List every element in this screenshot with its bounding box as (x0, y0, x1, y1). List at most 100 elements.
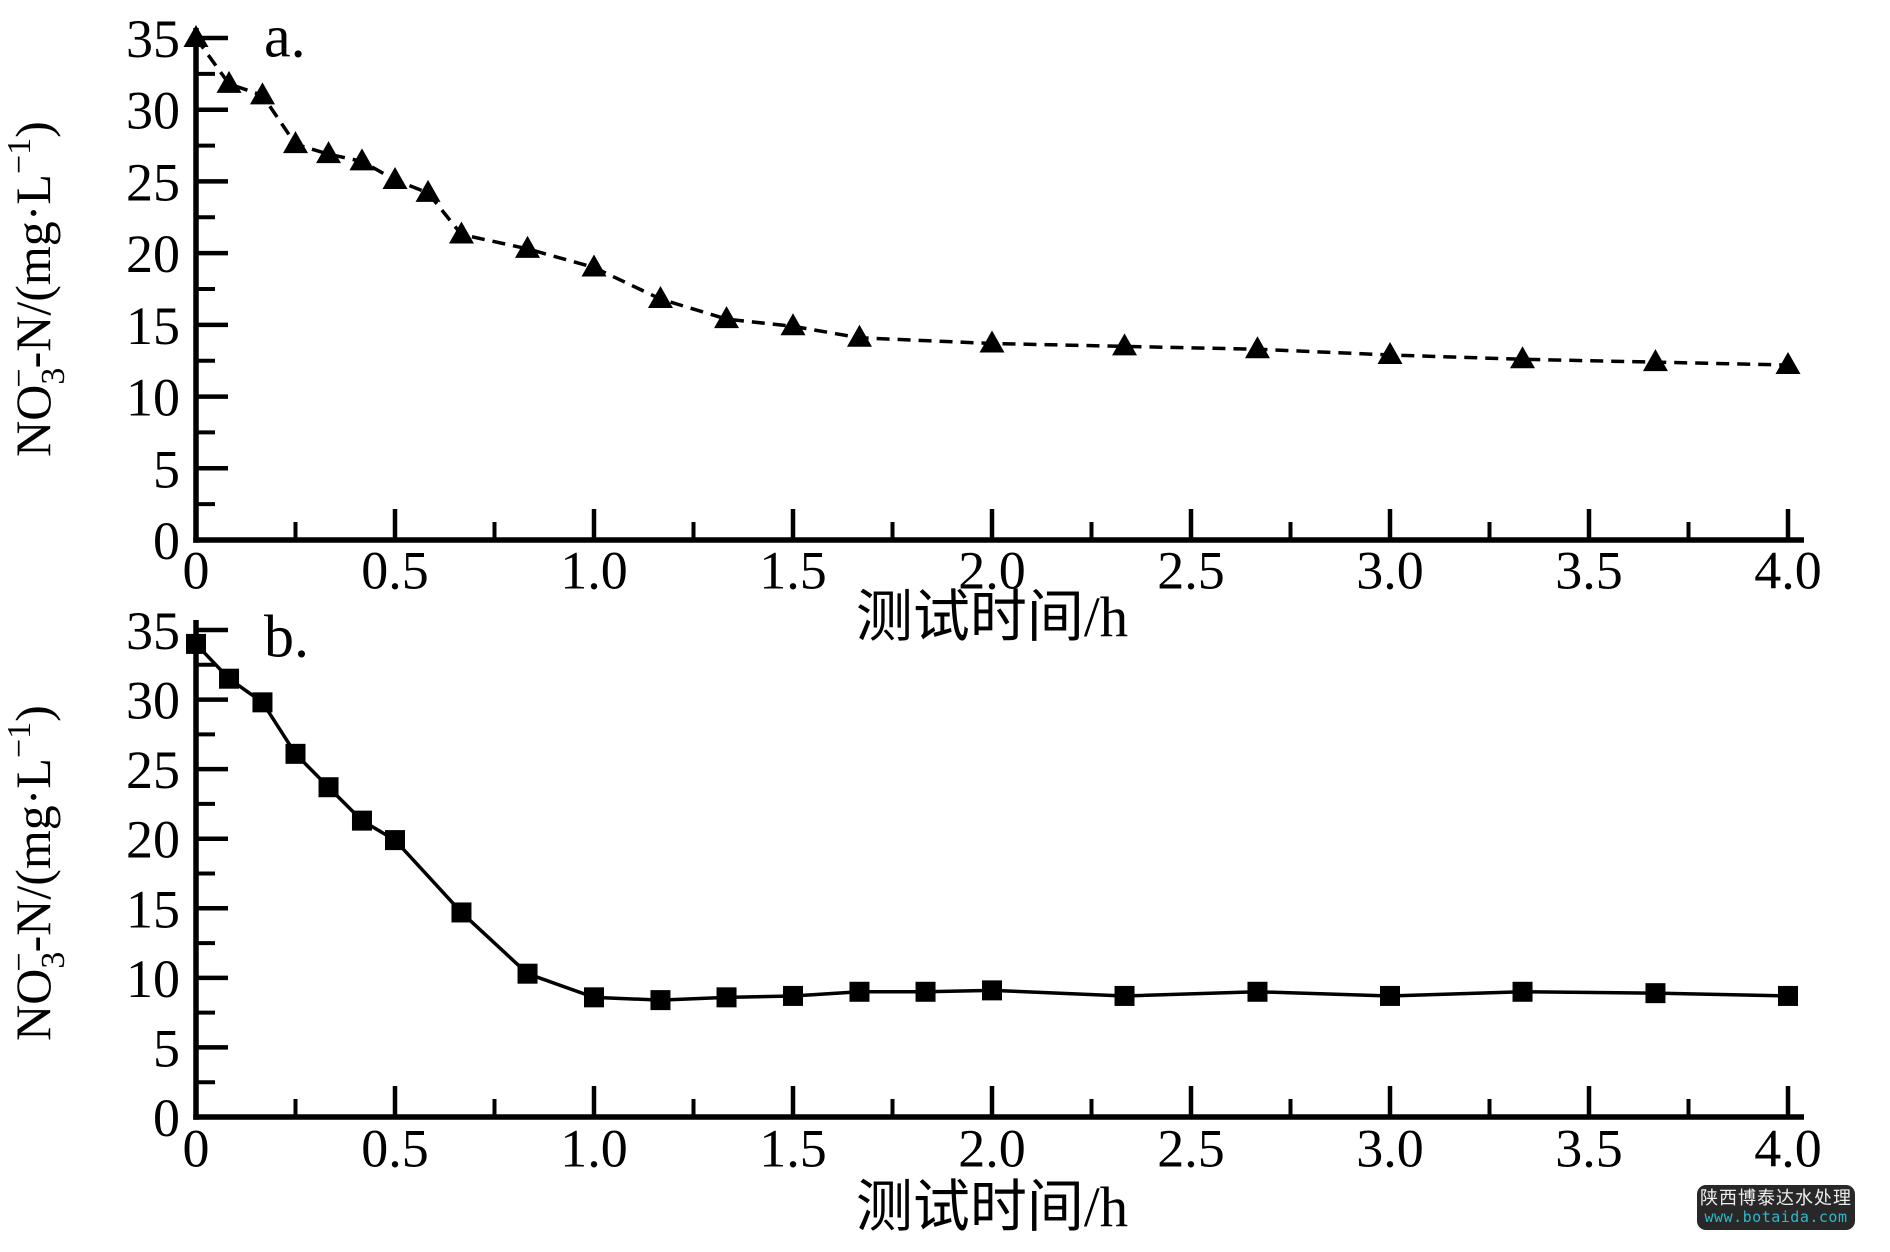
panel-label-a: a. (264, 3, 306, 69)
data-point-marker (982, 980, 1002, 1001)
y-tick-label: 5 (153, 1018, 180, 1078)
data-point-marker (1380, 985, 1400, 1006)
chart-a-markers (183, 25, 1801, 375)
y-tick-label: 15 (126, 296, 180, 356)
data-point-marker (1778, 985, 1798, 1006)
chart-b-x-axis-title: 测试时间/h (856, 1176, 1128, 1239)
data-point-marker (349, 148, 375, 171)
chart-a-x-axis-title: 测试时间/h (856, 586, 1128, 649)
x-tick-label: 2.5 (1157, 540, 1225, 600)
chart-a-y-axis-title: NO3−-N/(mg·L−1) (1, 121, 72, 457)
x-tick-label: 1.0 (560, 1118, 628, 1178)
data-point-marker (780, 313, 806, 336)
y-tick-label: 20 (126, 224, 180, 284)
y-tick-label: 0 (153, 511, 180, 571)
y-tick-label: 0 (153, 1088, 180, 1148)
x-tick-label: 4.0 (1754, 540, 1822, 600)
data-point-marker (216, 70, 242, 93)
x-tick-label: 3.5 (1555, 540, 1623, 600)
data-point-marker (415, 179, 441, 202)
chart-a-spines (193, 28, 1804, 543)
watermark: 陕西博泰达水处理 www.botaida.com (1697, 1185, 1855, 1230)
x-tick-label: 0 (183, 1118, 210, 1178)
data-point-marker (515, 235, 541, 258)
data-point-marker (252, 692, 273, 713)
x-tick-label: 2.0 (958, 1118, 1026, 1178)
panel-label-b: b. (264, 603, 309, 669)
data-point-marker (385, 830, 405, 851)
chart-a-y-ticks (198, 35, 228, 543)
y-tick-label: 10 (126, 949, 180, 1009)
data-point-marker (219, 668, 240, 689)
data-point-marker (183, 25, 209, 47)
y-tick-label: 30 (126, 81, 180, 141)
data-point-marker (283, 131, 308, 154)
watermark-url: www.botaida.com (1704, 1208, 1848, 1227)
data-point-marker (1510, 346, 1536, 369)
y-tick-label: 15 (126, 879, 180, 939)
chart-b-markers (186, 633, 1798, 1011)
chart-a-series-line (194, 36, 1789, 367)
data-point-marker (316, 141, 342, 164)
data-point-marker (186, 633, 206, 654)
chart-a-x-ticks (193, 509, 1791, 538)
data-point-marker (1642, 349, 1668, 372)
y-tick-label: 35 (126, 601, 180, 661)
data-point-marker (1247, 981, 1268, 1002)
data-point-marker (650, 990, 671, 1011)
data-point-marker (1114, 985, 1135, 1006)
y-tick-label: 30 (126, 671, 180, 731)
data-point-marker (716, 987, 737, 1008)
data-point-marker (448, 221, 474, 244)
chart-b-x-ticks (193, 1086, 1791, 1115)
data-point-marker (249, 82, 275, 105)
watermark-company: 陕西博泰达水处理 (1700, 1188, 1852, 1209)
x-tick-label: 4.0 (1754, 1118, 1822, 1178)
x-tick-label: 2.0 (958, 540, 1026, 600)
data-point-marker (1112, 333, 1138, 356)
data-point-marker (714, 306, 740, 329)
x-tick-label: 0.5 (361, 540, 429, 600)
chart-a-x-tick-labels: 0 0.5 1.0 1.5 2.0 2.5 3.0 3.5 4.0 (183, 540, 1822, 600)
data-point-marker (318, 777, 339, 798)
y-tick-label: 5 (153, 439, 180, 499)
x-tick-label: 3.5 (1555, 1118, 1623, 1178)
data-point-marker (351, 810, 372, 831)
x-tick-label: 1.5 (759, 1118, 827, 1178)
data-point-marker (783, 985, 803, 1006)
chart-b-x-tick-labels: 0 0.5 1.0 1.5 2.0 2.5 3.0 3.5 4.0 (183, 1118, 1822, 1178)
chart-a-y-tick-labels: 0 5 10 15 20 25 30 35 (126, 9, 180, 571)
y-tick-label: 25 (126, 152, 180, 212)
y-tick-label: 35 (126, 9, 180, 69)
y-tick-label: 10 (126, 368, 180, 428)
data-point-marker (979, 330, 1005, 353)
data-point-marker (285, 743, 306, 764)
data-point-marker (915, 981, 936, 1002)
y-tick-label: 20 (126, 810, 180, 870)
data-point-marker (382, 166, 408, 189)
data-point-marker (846, 324, 872, 347)
data-point-marker (517, 963, 538, 984)
data-point-marker (451, 902, 472, 923)
chart-b-spines (193, 620, 1804, 1120)
data-point-marker (1775, 352, 1801, 375)
chart-b-y-tick-labels: 0 5 10 15 20 25 30 35 (126, 601, 180, 1148)
data-point-marker (647, 286, 673, 309)
x-tick-label: 1.5 (759, 540, 827, 600)
data-point-marker (581, 254, 607, 277)
data-point-marker (1512, 981, 1533, 1002)
y-tick-label: 25 (126, 740, 180, 800)
data-point-marker (1377, 341, 1403, 364)
data-point-marker (849, 981, 870, 1002)
chart-b-series-line (194, 642, 1789, 1002)
x-tick-label: 0.5 (361, 1118, 429, 1178)
data-point-marker (584, 987, 604, 1008)
x-tick-label: 2.5 (1157, 1118, 1225, 1178)
x-tick-label: 3.0 (1356, 540, 1424, 600)
data-point-marker (1645, 983, 1666, 1004)
chart-b-y-ticks (198, 627, 228, 1120)
